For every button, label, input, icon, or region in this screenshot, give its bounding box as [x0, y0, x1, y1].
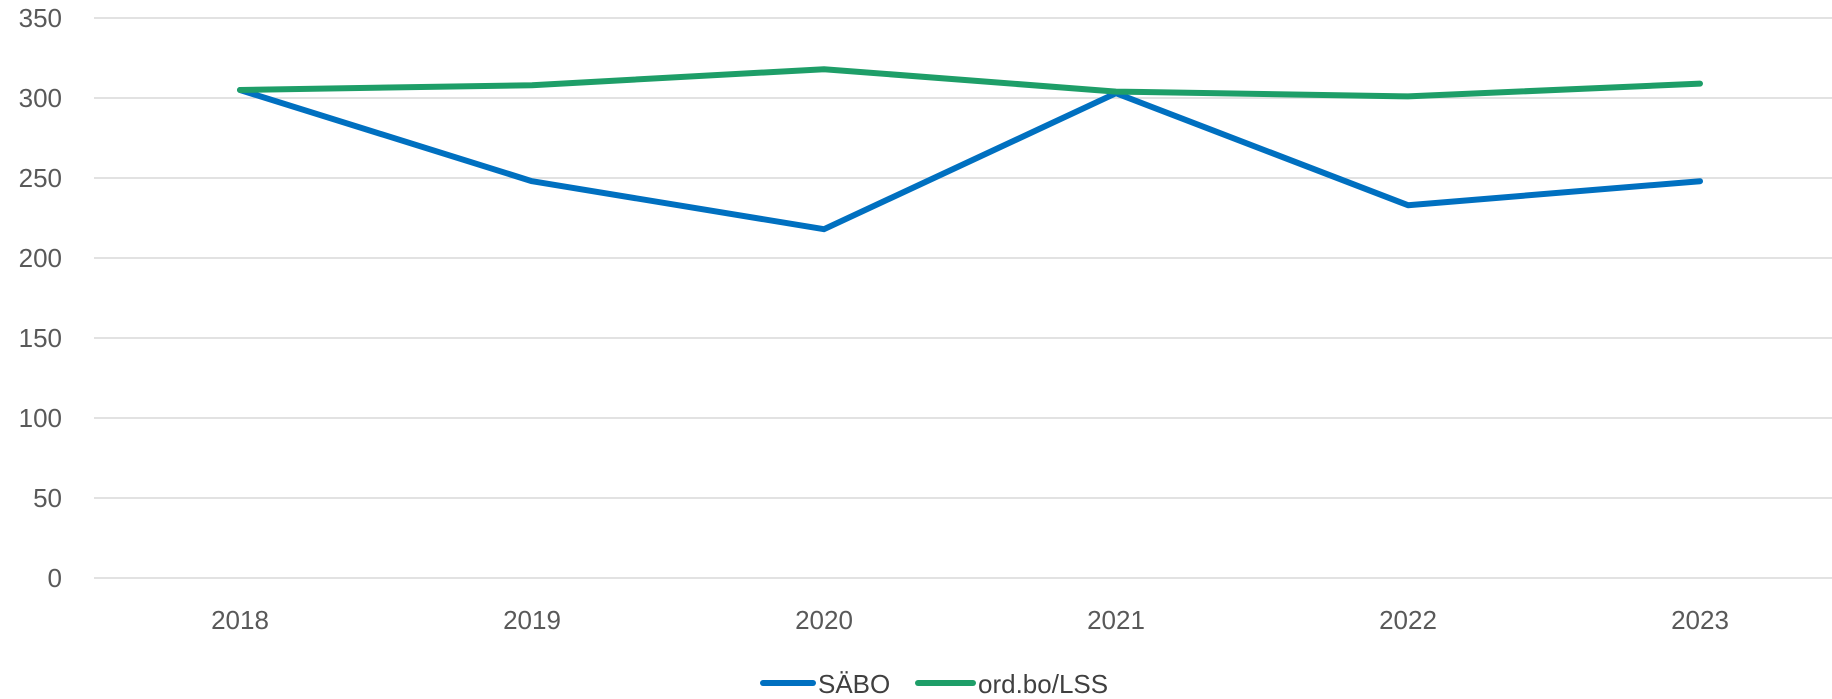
series-line-1: [237, 87, 1703, 233]
x-tick-label: 2022: [1379, 605, 1437, 635]
y-tick-label: 0: [48, 563, 62, 593]
y-tick-label: 100: [19, 403, 62, 433]
series-layer: [237, 66, 1703, 233]
y-tick-label: 350: [19, 3, 62, 33]
x-axis: 2018 2019 2020 2021 2022 2023: [211, 605, 1729, 635]
legend: SÄBO ord.bo/LSS: [760, 669, 1108, 699]
x-tick-label: 2021: [1087, 605, 1145, 635]
y-tick-label: 200: [19, 243, 62, 273]
x-tick-label: 2023: [1671, 605, 1729, 635]
y-tick-label: 250: [19, 163, 62, 193]
gridlines: [94, 17, 1832, 579]
y-tick-label: 150: [19, 323, 62, 353]
x-tick-label: 2019: [503, 605, 561, 635]
x-tick-label: 2020: [795, 605, 853, 635]
legend-label: SÄBO: [818, 669, 890, 699]
y-tick-label: 50: [33, 483, 62, 513]
series-line-2: [237, 66, 1703, 100]
x-tick-label: 2018: [211, 605, 269, 635]
y-axis: 0 50 100 150 200 250 300 350: [19, 3, 62, 593]
legend-label: ord.bo/LSS: [978, 669, 1108, 699]
y-tick-label: 300: [19, 83, 62, 113]
